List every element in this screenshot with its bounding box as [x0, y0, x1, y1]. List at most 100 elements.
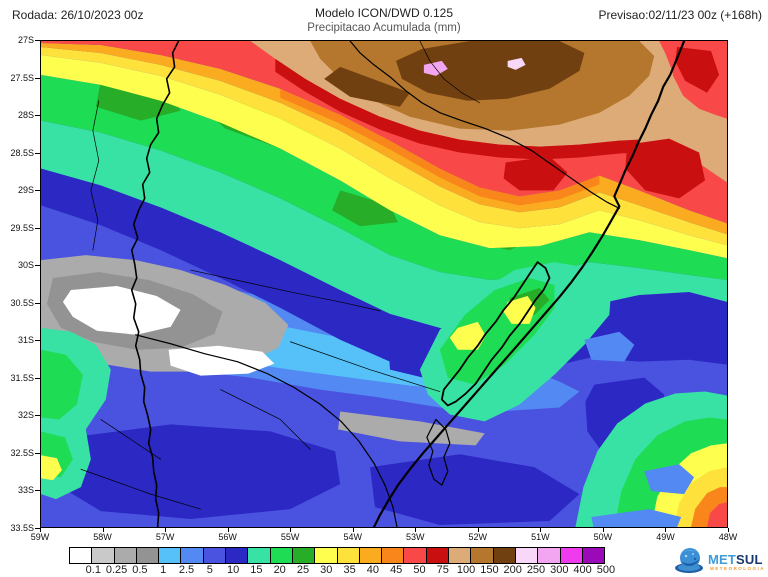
legend-color-cell	[514, 547, 539, 564]
legend-color-cell	[202, 547, 227, 564]
logo-sul: SUL	[736, 552, 763, 567]
lat-label: 27S	[17, 35, 34, 45]
legend-colorbar	[69, 547, 606, 565]
legend-color-cell	[381, 547, 405, 564]
lon-tick	[352, 528, 354, 532]
lon-tick	[40, 528, 41, 532]
legend-color-cell	[336, 547, 360, 564]
legend-value: 1	[160, 564, 167, 576]
lat-label: 29.5S	[10, 222, 34, 233]
lagoa-dos-patos-outline	[440, 261, 551, 407]
lon-tick	[165, 528, 167, 532]
lat-label: 32.5S	[10, 447, 34, 458]
legend-color-cell	[291, 547, 316, 564]
coastline	[372, 41, 686, 527]
legend-color-cell	[269, 547, 293, 564]
lat-label: 32S	[17, 410, 34, 421]
lon-label: 58W	[93, 532, 112, 542]
legend-color-cell	[492, 547, 516, 564]
precip-contours	[41, 41, 727, 527]
lon-label: 54W	[343, 532, 362, 542]
lon-label: 56W	[218, 532, 237, 542]
lon-label: 49W	[656, 532, 675, 542]
logo-tagline: METEOROLOGIA	[710, 566, 765, 571]
legend-color-cell	[158, 547, 182, 564]
lon-label: 53W	[406, 532, 425, 542]
lat-label: 28.5S	[10, 147, 34, 158]
legend-color-cell	[537, 547, 561, 564]
river-line	[190, 269, 381, 312]
lat-tick	[35, 77, 40, 79]
legend-value: 30	[320, 564, 333, 576]
map-subtitle: Precipitacao Acumulada (mm)	[307, 22, 461, 34]
legend-value: 200	[503, 564, 522, 576]
legend-color-cell	[448, 547, 472, 564]
lat-tick	[35, 265, 40, 267]
lat-label: 31S	[17, 335, 34, 346]
lon-label: 55W	[280, 532, 300, 542]
lat-label: 30S	[17, 260, 34, 271]
legend-color-cell	[403, 547, 427, 564]
boundary-line	[220, 389, 311, 450]
lat-tick	[35, 115, 40, 117]
lon-tick	[290, 528, 292, 532]
river-line	[289, 341, 441, 392]
lon-tick	[227, 528, 229, 532]
run-label: Rodada: 26/10/2023 00z	[12, 8, 144, 22]
lon-tick	[415, 528, 417, 532]
lat-tick	[35, 490, 40, 492]
lat-label: 30.5S	[10, 297, 34, 308]
legend-color-cell	[559, 547, 583, 564]
legend-color-cell	[314, 547, 338, 564]
lat-label: 28S	[17, 110, 34, 121]
forecast-label: Previsao:02/11/23 00z (+168h)	[598, 8, 762, 22]
legend-color-cell	[180, 547, 204, 564]
boundary-line	[90, 100, 100, 251]
legend-value: 400	[573, 564, 592, 576]
map-frame	[40, 40, 728, 528]
legend-color-cell	[247, 547, 271, 564]
legend-value: 45	[390, 564, 403, 576]
lon-tick	[477, 528, 479, 532]
legend-value: 5	[206, 564, 213, 576]
header: Rodada: 26/10/2023 00z Modelo ICON/DWD 0…	[0, 0, 768, 38]
legend-value: 10	[226, 564, 240, 576]
lat-tick	[35, 40, 40, 41]
lon-tick	[540, 528, 542, 532]
legend-value: 25	[296, 564, 310, 576]
uruguay-river-border	[130, 41, 180, 527]
legend-value: 0.1	[85, 564, 101, 576]
lon-label: 51W	[531, 532, 550, 542]
legend-color-cell	[425, 547, 450, 564]
lon-tick	[102, 528, 104, 532]
legend-value: 15	[250, 564, 263, 576]
lon-label: 59W	[30, 532, 50, 542]
boundary-line	[419, 41, 481, 104]
legend-value: 2.5	[178, 564, 195, 576]
legend-color-cell	[358, 547, 383, 564]
boundary-line	[80, 468, 201, 510]
legend-color-cell	[470, 547, 494, 564]
lon-label: 52W	[468, 532, 488, 542]
lat-tick	[35, 340, 40, 342]
legend-value: 50	[413, 564, 426, 576]
lat-tick	[35, 190, 40, 192]
lat-label: 31.5S	[10, 372, 34, 383]
metsul-logo-text: METSUL	[708, 552, 763, 567]
legend-value: 300	[550, 564, 569, 576]
legend-color-cell	[581, 547, 606, 564]
lon-label: 50W	[593, 532, 613, 542]
lat-label: 33.5S	[10, 523, 34, 533]
lon-tick	[728, 528, 729, 532]
lat-tick	[35, 227, 40, 229]
legend-value: 35	[343, 564, 356, 576]
lat-tick	[35, 528, 40, 529]
legend-color-cell	[225, 547, 249, 564]
lat-tick	[35, 152, 40, 154]
geographic-borders	[80, 41, 686, 527]
legend-value: 0.25	[105, 564, 128, 576]
metsul-globe-icon	[675, 548, 703, 573]
legend-color-cell	[135, 547, 160, 564]
legend-color-cell	[69, 547, 93, 564]
logo-met: MET	[708, 552, 737, 567]
